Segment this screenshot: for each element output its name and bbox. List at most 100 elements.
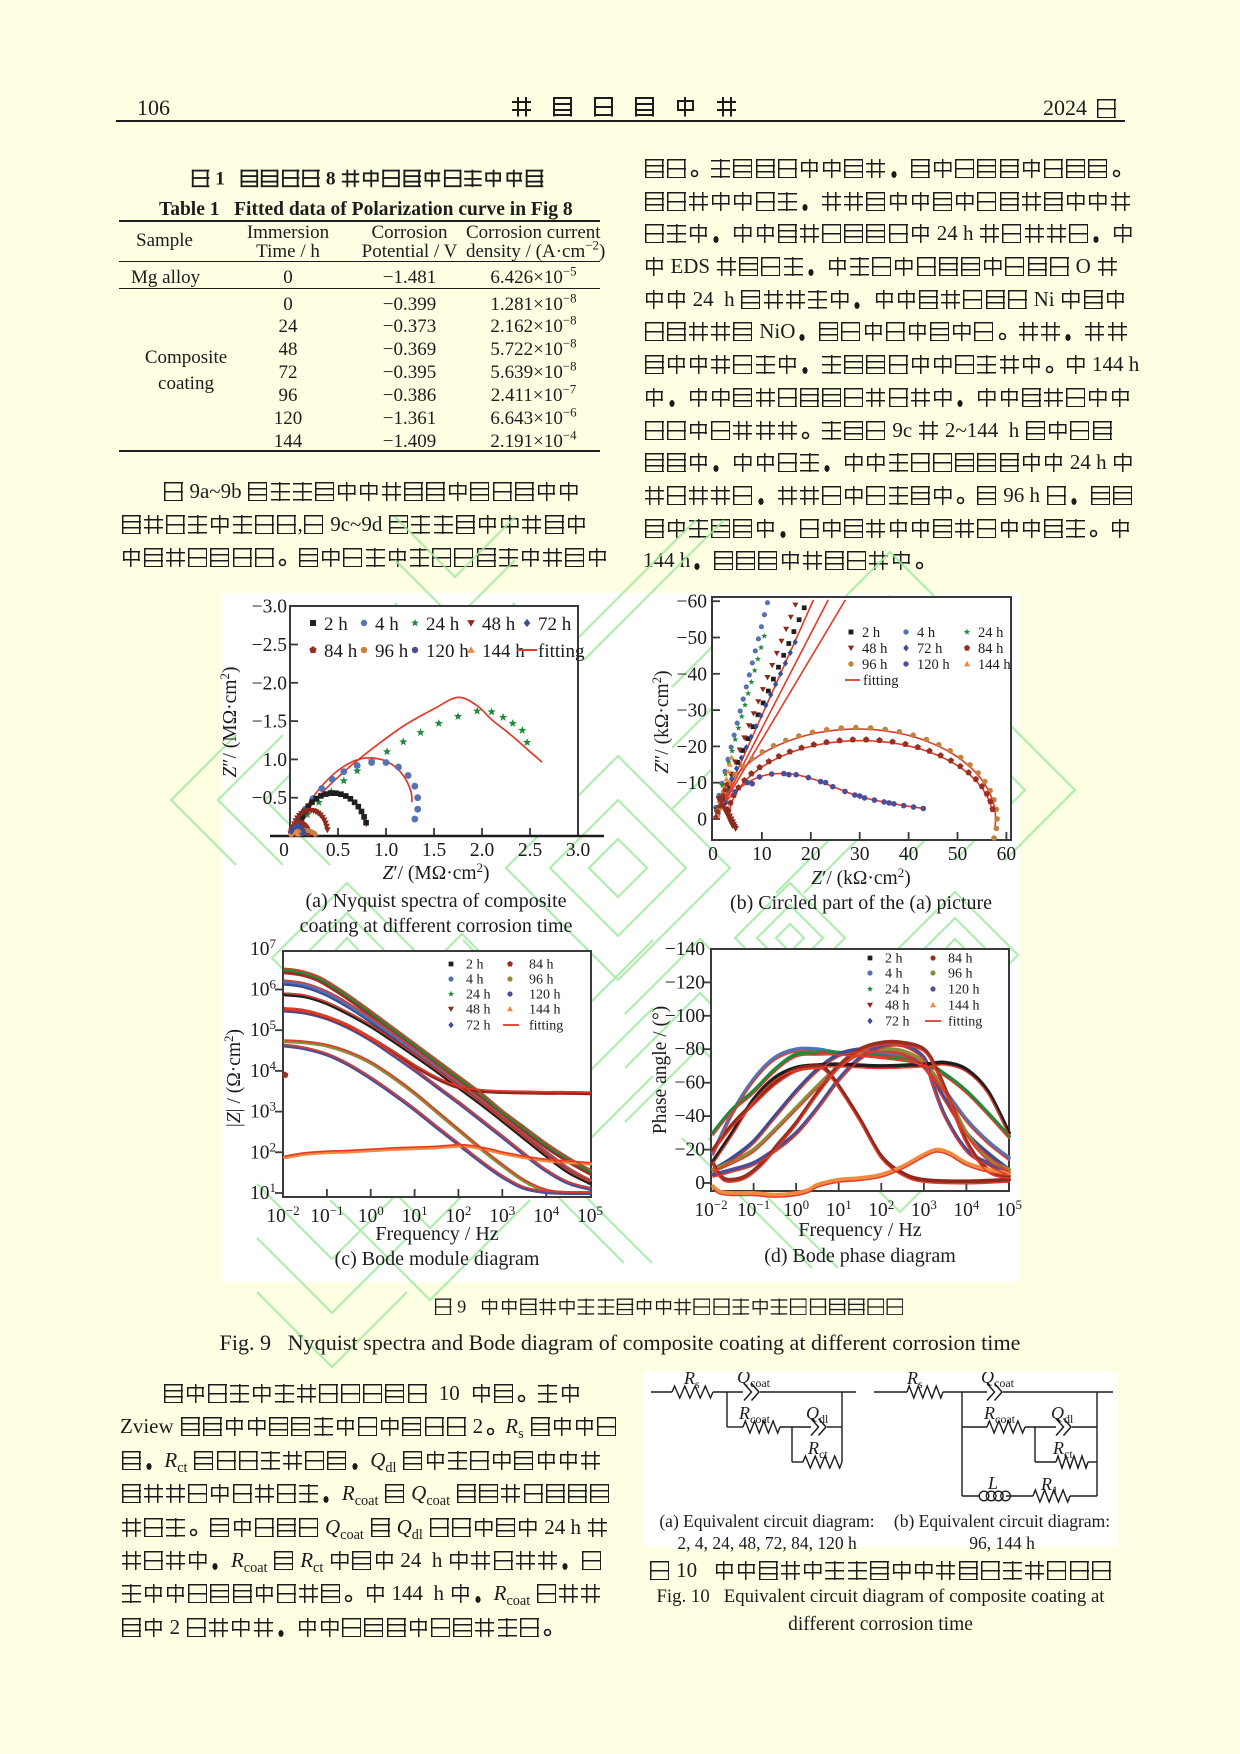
svg-text:84 h: 84 h — [324, 641, 358, 662]
svg-text:4 h: 4 h — [466, 973, 484, 988]
svg-text:84 h: 84 h — [978, 641, 1004, 657]
svg-text:0: 0 — [279, 840, 289, 861]
svg-text:2 h: 2 h — [862, 625, 881, 641]
svg-text:Z′/ (MΩ·cm2): Z′/ (MΩ·cm2) — [382, 860, 489, 884]
svg-text:−50: −50 — [677, 628, 708, 649]
svg-text:Z″/ (kΩ·cm2): Z″/ (kΩ·cm2) — [649, 670, 673, 773]
svg-text:120 h: 120 h — [948, 983, 980, 998]
svg-text:−40: −40 — [675, 1106, 706, 1127]
svg-text:Z″/ (MΩ·cm2): Z″/ (MΩ·cm2) — [217, 667, 241, 778]
svg-text:−30: −30 — [677, 701, 708, 722]
svg-text:10−2: 10−2 — [266, 1203, 299, 1227]
svg-text:10−1: 10−1 — [737, 1197, 770, 1221]
svg-text:|Z| / (Ω·cm2): |Z| / (Ω·cm2) — [221, 1029, 245, 1127]
svg-text:Z′/ (kΩ·cm2): Z′/ (kΩ·cm2) — [811, 865, 910, 889]
svg-text:(d) Bode phase diagram: (d) Bode phase diagram — [764, 1245, 956, 1267]
svg-text:106: 106 — [250, 977, 277, 1001]
svg-text:96 h: 96 h — [862, 657, 888, 673]
svg-text:fitting: fitting — [538, 641, 585, 662]
svg-text:(b) Circled part of the (a) pi: (b) Circled part of the (a) picture — [730, 892, 992, 914]
svg-text:4 h: 4 h — [885, 967, 903, 982]
svg-text:100: 100 — [783, 1197, 809, 1221]
svg-text:120 h: 120 h — [426, 641, 469, 662]
svg-text:L: L — [987, 1473, 998, 1493]
svg-text:105: 105 — [577, 1203, 603, 1227]
svg-text:1.5: 1.5 — [422, 840, 446, 861]
svg-text:0: 0 — [708, 844, 718, 865]
svg-text:101: 101 — [250, 1180, 276, 1204]
svg-text:103: 103 — [911, 1197, 937, 1221]
svg-text:72 h: 72 h — [885, 1015, 910, 1030]
svg-text:20: 20 — [801, 844, 821, 865]
svg-text:Rs: Rs — [906, 1372, 923, 1391]
svg-text:84 h: 84 h — [948, 952, 973, 967]
svg-text:4 h: 4 h — [917, 625, 936, 641]
svg-text:101: 101 — [826, 1197, 852, 1221]
svg-text:2 h: 2 h — [885, 952, 903, 967]
svg-text:144 h: 144 h — [978, 657, 1011, 673]
svg-text:2 h: 2 h — [466, 958, 484, 973]
svg-text:48 h: 48 h — [466, 1003, 491, 1018]
svg-text:48 h: 48 h — [862, 641, 888, 657]
svg-text:48 h: 48 h — [482, 614, 516, 635]
svg-text:24 h: 24 h — [466, 988, 491, 1003]
svg-text:104: 104 — [533, 1203, 560, 1227]
svg-text:1.0: 1.0 — [374, 840, 398, 861]
svg-text:−60: −60 — [677, 592, 708, 613]
svg-text:10: 10 — [752, 844, 772, 865]
svg-text:fitting: fitting — [529, 1019, 563, 1034]
svg-text:Qcoat: Qcoat — [981, 1372, 1015, 1390]
svg-text:2 h: 2 h — [324, 614, 348, 635]
svg-text:103: 103 — [250, 1099, 276, 1123]
svg-text:120 h: 120 h — [917, 657, 950, 673]
svg-text:144 h: 144 h — [482, 641, 525, 662]
svg-text:−80: −80 — [675, 1039, 706, 1060]
svg-text:−140: −140 — [665, 939, 705, 960]
svg-text:96 h: 96 h — [529, 973, 554, 988]
svg-text:2.5: 2.5 — [518, 840, 542, 861]
svg-text:4 h: 4 h — [375, 614, 399, 635]
svg-text:96 h: 96 h — [948, 967, 973, 982]
svg-text:−10: −10 — [677, 773, 708, 794]
svg-text:Frequency / Hz: Frequency / Hz — [798, 1219, 921, 1241]
svg-text:coating at different corrosion: coating at different corrosion time — [300, 915, 573, 937]
svg-text:−120: −120 — [665, 972, 705, 993]
svg-text:105: 105 — [996, 1197, 1022, 1221]
svg-text:fitting: fitting — [863, 673, 898, 689]
svg-text:50: 50 — [948, 844, 968, 865]
svg-text:1.0: 1.0 — [263, 750, 287, 771]
svg-text:24 h: 24 h — [885, 983, 910, 998]
svg-text:72 h: 72 h — [538, 614, 572, 635]
svg-text:Rs: Rs — [683, 1372, 700, 1391]
svg-text:48 h: 48 h — [885, 999, 910, 1014]
svg-text:102: 102 — [250, 1139, 276, 1163]
svg-text:60: 60 — [997, 844, 1017, 865]
svg-text:40: 40 — [899, 844, 919, 865]
svg-text:24 h: 24 h — [978, 625, 1004, 641]
svg-text:96 h: 96 h — [375, 641, 409, 662]
svg-text:10−2: 10−2 — [694, 1197, 727, 1221]
svg-text:104: 104 — [953, 1197, 980, 1221]
svg-text:2.0: 2.0 — [470, 840, 494, 861]
svg-text:0: 0 — [697, 810, 707, 831]
svg-text:30: 30 — [850, 844, 870, 865]
svg-text:107: 107 — [250, 936, 277, 960]
svg-text:−1.5: −1.5 — [252, 712, 287, 733]
svg-text:Frequency / Hz: Frequency / Hz — [375, 1223, 498, 1245]
svg-text:102: 102 — [868, 1197, 894, 1221]
svg-text:104: 104 — [250, 1058, 277, 1082]
svg-text:0: 0 — [695, 1173, 705, 1194]
svg-text:144 h: 144 h — [529, 1003, 561, 1018]
svg-text:(a) Nyquist spectra of composi: (a) Nyquist spectra of composite — [305, 890, 566, 912]
svg-text:−3.0: −3.0 — [252, 597, 287, 618]
svg-text:0.5: 0.5 — [326, 840, 350, 861]
svg-text:72 h: 72 h — [466, 1019, 491, 1034]
svg-text:−20: −20 — [677, 737, 708, 758]
svg-text:−2.0: −2.0 — [252, 673, 287, 694]
svg-text:120 h: 120 h — [529, 988, 561, 1003]
svg-text:(c) Bode module diagram: (c) Bode module diagram — [335, 1248, 540, 1270]
svg-text:−100: −100 — [665, 1006, 705, 1027]
svg-text:24 h: 24 h — [426, 614, 460, 635]
svg-text:−20: −20 — [675, 1140, 706, 1161]
svg-text:fitting: fitting — [948, 1015, 982, 1030]
